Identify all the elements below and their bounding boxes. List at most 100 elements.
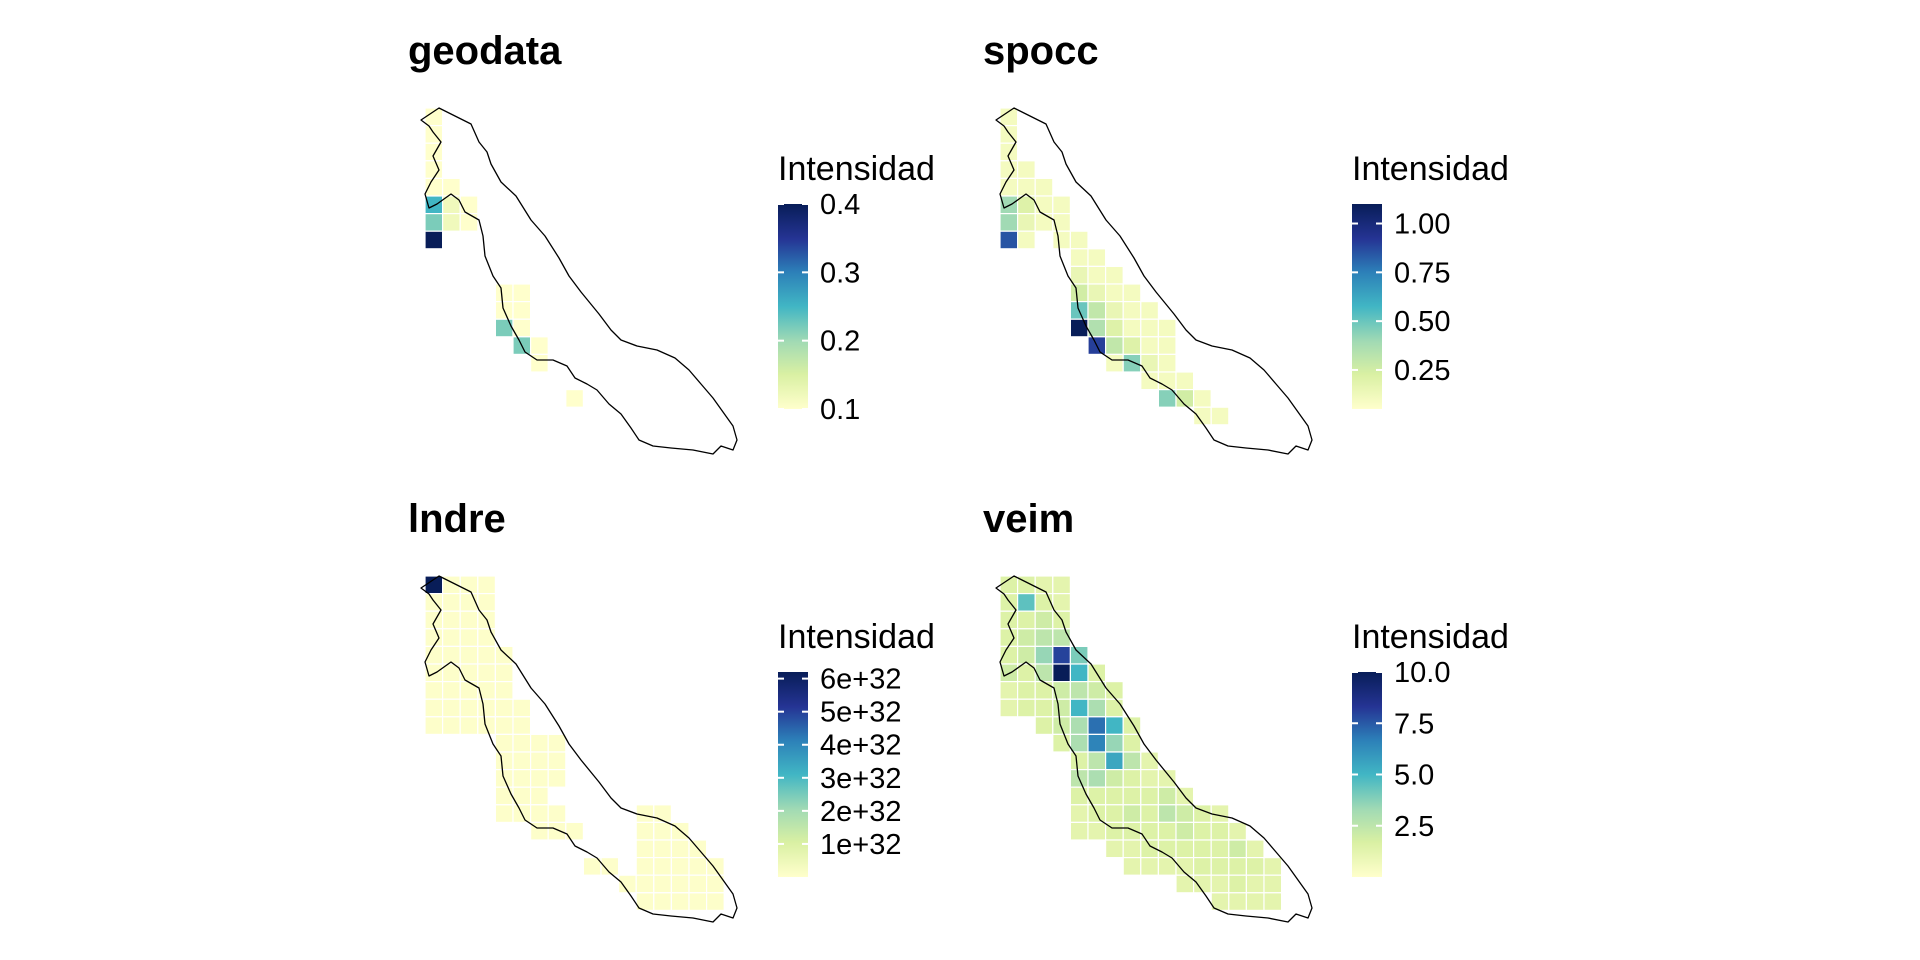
grid-cell bbox=[999, 160, 1019, 180]
grid-cell bbox=[512, 301, 532, 320]
legend-tick-label: 10.0 bbox=[1394, 657, 1450, 689]
grid-cell bbox=[442, 592, 461, 612]
grid-cell bbox=[424, 680, 444, 700]
grid-cell bbox=[1052, 213, 1072, 232]
grid-cell bbox=[512, 716, 532, 735]
grid-cell bbox=[999, 177, 1019, 197]
grid-cell bbox=[424, 107, 444, 127]
grid-cell bbox=[442, 213, 461, 232]
legend-tick-label: 5e+32 bbox=[820, 697, 901, 729]
grid-cell bbox=[1016, 698, 1036, 718]
grid-cell bbox=[424, 160, 444, 180]
grid-cell bbox=[1157, 804, 1177, 823]
grid-cell bbox=[1069, 716, 1089, 735]
grid-cell bbox=[670, 874, 690, 894]
grid-cell bbox=[494, 283, 514, 303]
grid-cell bbox=[477, 592, 496, 612]
grid-cell bbox=[424, 177, 444, 197]
grid-cell bbox=[547, 751, 567, 771]
grid-cell bbox=[999, 575, 1019, 595]
grid-cell bbox=[494, 804, 514, 823]
grid-cell bbox=[477, 575, 496, 595]
grid-cell bbox=[705, 892, 725, 911]
grid-cell bbox=[1069, 804, 1089, 823]
grid-cell bbox=[529, 733, 549, 753]
grid-cell bbox=[1157, 353, 1177, 373]
grid-cell bbox=[635, 821, 655, 841]
grid-cell bbox=[1034, 698, 1054, 718]
legend-tick-label: 0.2 bbox=[820, 326, 860, 358]
grid-cell bbox=[1104, 283, 1124, 303]
grid-cell bbox=[1052, 645, 1072, 665]
grid-cell bbox=[424, 698, 444, 718]
grid-cell bbox=[442, 177, 461, 197]
grid-cell bbox=[1122, 751, 1142, 771]
grid-cell bbox=[1069, 318, 1089, 338]
grid-cell bbox=[459, 698, 479, 718]
grid-cell bbox=[1228, 874, 1248, 894]
grid-cell bbox=[1104, 733, 1124, 753]
grid-cell bbox=[459, 663, 479, 683]
grid-cell bbox=[1034, 645, 1054, 665]
grid-cell bbox=[477, 716, 496, 735]
grid-cell bbox=[635, 839, 655, 859]
state-outline bbox=[420, 107, 738, 455]
grid-cell bbox=[512, 751, 532, 771]
grid-cell bbox=[1052, 680, 1072, 700]
grid-cell bbox=[547, 768, 567, 788]
grid-cell bbox=[547, 821, 567, 841]
grid-cell bbox=[1016, 680, 1036, 700]
grid-cell bbox=[653, 839, 672, 859]
grid-cell bbox=[1122, 733, 1142, 753]
grid-cell bbox=[1122, 301, 1142, 320]
grid-cell bbox=[477, 628, 496, 647]
grid-cell bbox=[529, 751, 549, 771]
grid-cell bbox=[1175, 371, 1195, 391]
grid-cells bbox=[424, 107, 584, 408]
grid-cell bbox=[1245, 856, 1265, 876]
legend-tick-label: 0.75 bbox=[1394, 257, 1450, 289]
panel-title: lndre bbox=[408, 497, 506, 541]
grid-cell bbox=[670, 839, 690, 859]
legend-tick-label: 7.5 bbox=[1394, 708, 1434, 740]
grid-cell bbox=[512, 733, 532, 753]
grid-cell bbox=[1069, 786, 1089, 806]
grid-cell bbox=[565, 389, 584, 408]
grid-cell bbox=[1140, 336, 1160, 355]
grid-cell bbox=[1016, 160, 1036, 180]
grid-cell bbox=[1228, 892, 1248, 911]
map-panel-lndre: lndre Intensidad 6e+325e+324e+323e+322e+32… bbox=[408, 497, 935, 923]
grid-cell bbox=[459, 716, 479, 735]
legend-colorbar bbox=[778, 672, 808, 877]
grid-cell bbox=[1069, 645, 1089, 665]
legend-tick-label: 0.25 bbox=[1394, 355, 1450, 387]
grid-cell bbox=[1157, 786, 1177, 806]
grid-cell bbox=[1034, 663, 1054, 683]
grid-cell bbox=[1122, 804, 1142, 823]
grid-cell bbox=[999, 645, 1019, 665]
grid-cell bbox=[1140, 856, 1160, 876]
grid-cell bbox=[494, 716, 514, 735]
grid-cell bbox=[494, 318, 514, 338]
grid-cell bbox=[1104, 804, 1124, 823]
grid-cell bbox=[1052, 195, 1072, 215]
grid-cell bbox=[1052, 575, 1072, 595]
grid-cell bbox=[442, 610, 461, 630]
grid-cell bbox=[565, 821, 584, 841]
legend-tick-label: 1e+32 bbox=[820, 829, 901, 861]
legend-tick-label: 0.4 bbox=[820, 189, 860, 221]
grid-cell bbox=[1175, 804, 1195, 823]
map-panel-spocc: spocc Intensidad 1.00 0.75 0.50 0.25 bbox=[983, 29, 1509, 455]
grid-cell bbox=[1087, 248, 1107, 268]
color-legend: Intensidad 1.00 0.75 0.50 0.25 bbox=[1352, 150, 1509, 409]
grid-cell bbox=[653, 892, 672, 911]
legend-tick-label: 4e+32 bbox=[820, 730, 901, 762]
legend-tick-label: 2e+32 bbox=[820, 796, 901, 828]
grid-cell bbox=[424, 213, 444, 232]
grid-cell bbox=[459, 195, 479, 215]
grid-cell bbox=[635, 874, 655, 894]
grid-cell bbox=[1245, 839, 1265, 859]
